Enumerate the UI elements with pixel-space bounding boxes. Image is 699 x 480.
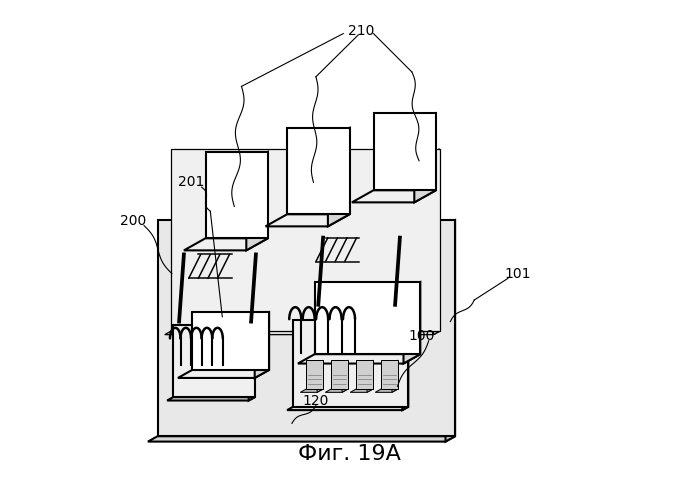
Polygon shape	[317, 360, 323, 392]
Polygon shape	[350, 389, 373, 392]
Polygon shape	[445, 220, 455, 442]
Polygon shape	[403, 320, 408, 410]
Polygon shape	[287, 128, 350, 214]
Polygon shape	[157, 220, 455, 436]
Polygon shape	[367, 360, 373, 392]
Polygon shape	[246, 152, 268, 251]
Polygon shape	[342, 360, 348, 392]
Polygon shape	[373, 113, 436, 190]
Text: Фиг. 19А: Фиг. 19А	[298, 444, 401, 464]
Polygon shape	[254, 312, 269, 378]
Polygon shape	[356, 360, 373, 389]
Polygon shape	[167, 397, 254, 400]
Polygon shape	[293, 320, 408, 407]
Text: 200: 200	[120, 214, 147, 228]
Polygon shape	[192, 312, 269, 370]
Polygon shape	[415, 113, 436, 203]
Text: 210: 210	[348, 24, 375, 38]
Polygon shape	[173, 325, 254, 397]
Polygon shape	[352, 190, 436, 203]
Text: 201: 201	[178, 175, 204, 190]
Polygon shape	[301, 389, 323, 392]
Polygon shape	[306, 360, 323, 389]
Polygon shape	[206, 152, 268, 238]
Polygon shape	[331, 360, 348, 389]
Text: 120: 120	[303, 394, 329, 408]
Text: 101: 101	[504, 266, 531, 281]
Polygon shape	[403, 282, 420, 363]
Polygon shape	[381, 360, 398, 389]
Polygon shape	[178, 370, 269, 378]
Polygon shape	[287, 407, 408, 410]
Polygon shape	[165, 331, 440, 335]
Polygon shape	[325, 389, 348, 392]
Polygon shape	[392, 360, 398, 392]
Text: 100: 100	[408, 329, 435, 343]
Polygon shape	[171, 149, 440, 331]
Polygon shape	[298, 354, 420, 363]
Polygon shape	[266, 214, 350, 227]
Polygon shape	[315, 282, 420, 354]
Polygon shape	[328, 128, 350, 227]
Polygon shape	[433, 149, 440, 335]
Polygon shape	[148, 436, 455, 442]
Polygon shape	[184, 238, 268, 251]
Polygon shape	[249, 325, 254, 400]
Polygon shape	[375, 389, 398, 392]
